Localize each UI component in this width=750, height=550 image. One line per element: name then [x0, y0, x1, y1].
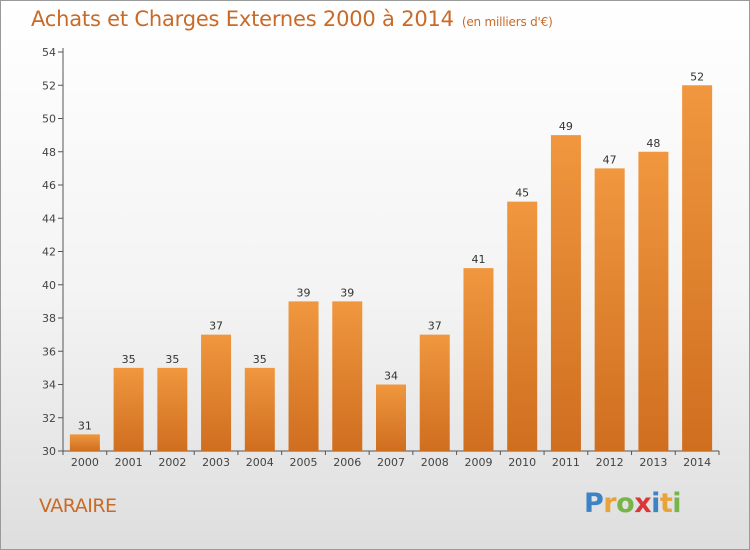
x-tick-label: 2002: [158, 456, 186, 469]
bar-value-label: 45: [515, 187, 529, 200]
logo-letter: o: [616, 488, 635, 519]
bar: [244, 367, 275, 451]
x-tick-label: 2014: [683, 456, 711, 469]
bars: [69, 85, 713, 451]
bar: [682, 85, 713, 451]
bar: [332, 301, 363, 451]
x-tick-label: 2013: [639, 456, 667, 469]
y-tick-label: 34: [42, 379, 56, 392]
logo-letter: t: [659, 488, 673, 519]
y-tick-label: 42: [42, 246, 56, 259]
x-tick-label: 2009: [464, 456, 492, 469]
bar: [69, 434, 100, 451]
x-tick-label: 2005: [290, 456, 318, 469]
x-tick-label: 2008: [421, 456, 449, 469]
bar-value-label: 35: [253, 353, 267, 366]
y-tick-label: 52: [42, 79, 56, 92]
bar-value-label: 37: [428, 320, 442, 333]
bar: [638, 151, 669, 451]
x-tick-label: 2011: [552, 456, 580, 469]
bar-value-label: 41: [471, 253, 485, 266]
y-tick-label: 50: [42, 113, 56, 126]
logo-letter: i: [672, 488, 682, 519]
y-tick-label: 46: [42, 179, 56, 192]
y-tick-label: 40: [42, 279, 56, 292]
data-labels: 31 35 35 37 35 39 39 34 37 41 45 49 47 48 52: [78, 70, 704, 432]
bar: [201, 334, 232, 451]
bar-value-label: 47: [603, 153, 617, 166]
x-tick-label: 2003: [202, 456, 230, 469]
logo-letter: r: [603, 488, 617, 519]
bar: [550, 135, 581, 451]
x-tick-label: 2000: [71, 456, 99, 469]
x-tick-label: 2012: [596, 456, 624, 469]
x-tick-label: 2007: [377, 456, 405, 469]
chart-title: Achats et Charges Externes 2000 à 2014 (e…: [31, 7, 553, 31]
bar-value-label: 35: [122, 353, 136, 366]
bar-value-label: 49: [559, 120, 573, 133]
y-tick-label: 54: [42, 46, 56, 59]
logo-letter: P: [584, 488, 604, 519]
bar-value-label: 48: [646, 137, 660, 150]
bar-value-label: 31: [78, 419, 92, 432]
x-tick-label: 2004: [246, 456, 274, 469]
logo-letter: i: [651, 488, 660, 519]
bar: [507, 201, 538, 451]
logo-letter: x: [634, 488, 652, 519]
y-tick-label: 32: [42, 412, 56, 425]
x-tick-label: 2006: [333, 456, 361, 469]
axes: 30 32 34 36 38 40 42 44 46 48 50 52 54 2000 2001 2002 20…: [42, 46, 720, 469]
bar-value-label: 52: [690, 70, 704, 83]
bar-value-label: 39: [297, 286, 311, 299]
bar: [463, 268, 494, 451]
chart-title-text: Achats et Charges Externes 2000 à 2014: [31, 7, 454, 31]
proxiti-logo: Proxiti: [584, 488, 682, 519]
place-name: VARAIRE: [39, 495, 117, 517]
bar: [419, 334, 450, 451]
bar: [288, 301, 319, 451]
bar: [376, 384, 406, 451]
x-tick-label: 2001: [115, 456, 143, 469]
chart-subtitle: (en milliers d'€): [461, 15, 553, 29]
bar-value-label: 37: [209, 320, 223, 333]
y-tick-label: 38: [42, 312, 56, 325]
y-tick-label: 44: [42, 212, 56, 225]
y-tick-label: 36: [42, 345, 56, 358]
bar: [157, 367, 188, 451]
bar: [113, 367, 144, 451]
bar-value-label: 35: [165, 353, 179, 366]
bar-value-label: 34: [384, 370, 398, 383]
y-tick-label: 30: [42, 445, 56, 458]
bar: [594, 168, 625, 451]
y-tick-label: 48: [42, 146, 56, 159]
x-tick-label: 2010: [508, 456, 536, 469]
bar-value-label: 39: [340, 286, 354, 299]
